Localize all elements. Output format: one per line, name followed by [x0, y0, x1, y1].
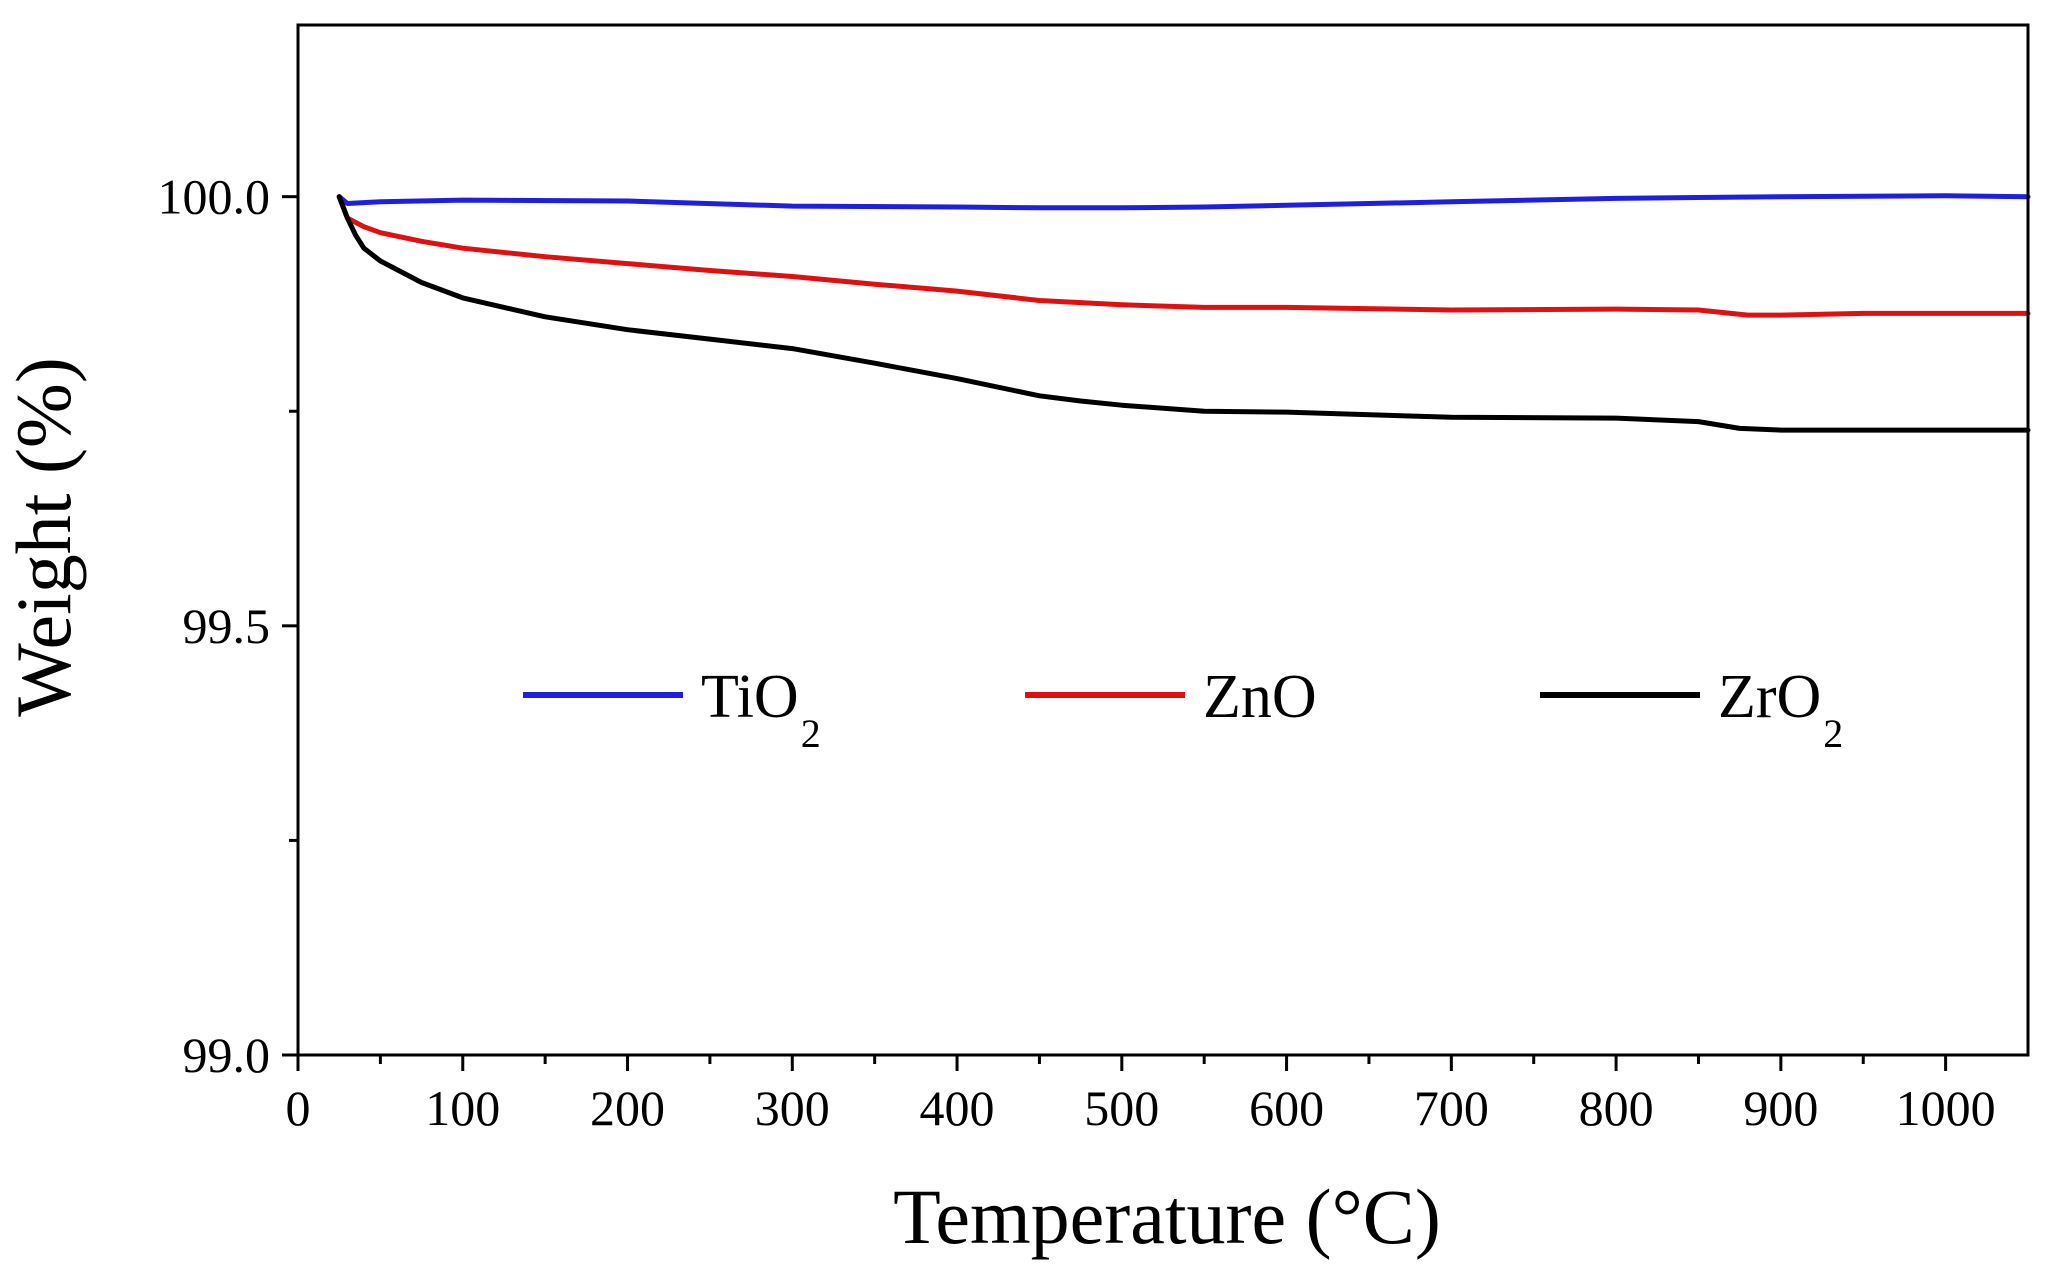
- series-line-zno: [336, 194, 2031, 318]
- x-tick-label: 800: [1579, 1080, 1654, 1136]
- x-tick-label: 1000: [1896, 1080, 1996, 1136]
- x-axis-ticks: 0 100 200 300 400 500 600 700 800 900 1000: [286, 1055, 1996, 1136]
- x-tick-label: 600: [1249, 1080, 1324, 1136]
- legend-label: TiO: [701, 663, 799, 731]
- x-tick-label: 900: [1743, 1080, 1818, 1136]
- x-axis-title: Temperature (°C): [893, 1173, 1441, 1260]
- legend-label: ZrO: [1718, 663, 1821, 731]
- y-tick-label: 99.0: [183, 1027, 271, 1083]
- series-line-zro2: [336, 194, 2031, 433]
- x-tick-label: 100: [425, 1080, 500, 1136]
- y-tick-label: 99.5: [183, 598, 271, 654]
- x-tick-label: 500: [1084, 1080, 1159, 1136]
- legend-subscript: 2: [1823, 711, 1843, 756]
- x-tick-label: 300: [755, 1080, 830, 1136]
- legend-label: ZnO: [1203, 663, 1317, 731]
- y-tick-label: 100.0: [158, 169, 271, 225]
- series-lines: [336, 193, 2031, 433]
- x-tick-label: 700: [1414, 1080, 1489, 1136]
- x-tick-label: 400: [920, 1080, 995, 1136]
- x-tick-label: 0: [286, 1080, 311, 1136]
- legend-subscript: 2: [801, 711, 821, 756]
- plot-frame: [296, 23, 2030, 1057]
- x-tick-label: 200: [590, 1080, 665, 1136]
- y-axis-ticks: 99.0 99.5 100.0: [158, 169, 298, 1083]
- y-axis-title: Weight (%): [0, 357, 87, 717]
- series-line-tio2: [336, 193, 2031, 211]
